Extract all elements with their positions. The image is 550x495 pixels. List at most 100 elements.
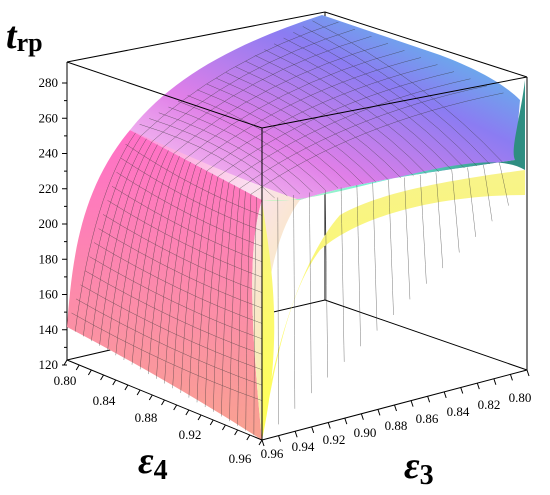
x-tick-mark xyxy=(209,419,214,426)
mesh-line xyxy=(435,172,444,269)
y-tick-mark xyxy=(427,396,431,403)
y-axis-title: ε3 xyxy=(404,445,434,491)
mesh-line xyxy=(99,141,153,346)
mesh-line xyxy=(283,37,465,169)
y-axis-title-sub: 3 xyxy=(420,460,434,491)
mesh-line xyxy=(111,186,263,262)
mesh-line xyxy=(125,143,263,216)
x-tick-label: 0.84 xyxy=(93,393,116,408)
x-axis-title: ε4 xyxy=(138,440,168,486)
mesh-line xyxy=(239,85,488,189)
z-axis-title-main: t xyxy=(6,15,18,57)
z-axis-title-sub: rp xyxy=(17,28,43,57)
surface-left-face xyxy=(67,130,262,440)
mesh-line xyxy=(264,49,440,173)
z-tick-label: 220 xyxy=(39,181,59,196)
y-tick-mark xyxy=(294,431,298,438)
y-axis-title-main: ε xyxy=(404,445,420,487)
mesh-line xyxy=(102,214,263,293)
mesh-line xyxy=(164,164,197,384)
x-tick-mark xyxy=(246,434,251,441)
box-edge xyxy=(324,299,528,371)
mesh-line xyxy=(221,185,235,417)
x-tick-mark xyxy=(112,379,117,386)
mesh-line xyxy=(187,95,339,189)
mesh-line xyxy=(115,147,164,356)
y-tick-mark xyxy=(443,391,447,399)
mesh-line xyxy=(293,32,478,167)
mesh-line xyxy=(140,21,339,137)
z-tick-label: 280 xyxy=(39,75,59,90)
y-tick-mark xyxy=(377,409,381,416)
surface-under-face xyxy=(262,170,525,440)
y-tick-mark xyxy=(460,387,464,394)
y-tick-mark xyxy=(327,422,331,429)
mesh-line xyxy=(107,144,158,351)
mesh-line xyxy=(273,43,452,171)
mesh-line xyxy=(467,167,476,237)
mesh-line xyxy=(253,197,257,436)
x-tick-mark xyxy=(63,359,68,366)
x-tick-label: 0.80 xyxy=(54,373,77,388)
mesh-line xyxy=(388,179,394,316)
mesh-line xyxy=(158,112,301,195)
z-tick-label: 260 xyxy=(39,110,59,125)
mesh-line xyxy=(325,189,328,378)
z-tick-label: 140 xyxy=(39,322,59,337)
mesh-line xyxy=(120,157,263,232)
mesh-line xyxy=(340,187,345,362)
mesh-line xyxy=(162,36,372,148)
x-axis-ticks: 0.80 0.84 0.88 0.92 0.96 xyxy=(54,359,263,466)
y-tick-label: 0.80 xyxy=(509,390,532,405)
y-tick-label: 0.96 xyxy=(261,446,284,461)
mesh-line xyxy=(149,118,288,197)
mesh-line xyxy=(235,66,402,179)
mesh-line xyxy=(250,92,504,195)
mesh-line xyxy=(89,256,263,340)
x-tick-mark xyxy=(173,404,178,411)
x-tick-mark xyxy=(161,399,165,406)
mesh-line xyxy=(372,182,378,331)
z-axis-title: trp xyxy=(6,15,43,57)
x-tick-label: 0.92 xyxy=(179,427,202,442)
x-axis-title-sub: 4 xyxy=(154,455,168,486)
y-tick-label: 0.84 xyxy=(447,404,470,419)
mesh-line xyxy=(173,43,389,154)
mesh-line xyxy=(245,194,252,431)
mesh-line xyxy=(312,20,503,163)
mesh-line xyxy=(293,194,296,409)
x-tick-mark xyxy=(136,389,141,396)
mesh-line xyxy=(188,173,213,398)
mesh-line xyxy=(498,162,509,206)
mesh-line xyxy=(356,184,361,347)
mesh-line xyxy=(451,169,460,253)
y-tick-label: 0.92 xyxy=(323,432,346,447)
x-tick-mark xyxy=(87,369,92,376)
y-tick-mark xyxy=(476,382,480,390)
x-tick-mark xyxy=(258,439,263,446)
x-tick-mark xyxy=(222,424,226,431)
mesh-line xyxy=(75,298,263,386)
y-tick-label: 0.90 xyxy=(354,425,377,440)
x-tick-mark xyxy=(234,429,239,436)
mesh-line xyxy=(237,191,246,426)
y-tick-label: 0.94 xyxy=(292,439,315,454)
mesh-line xyxy=(197,89,351,187)
mesh-line xyxy=(180,170,208,393)
x-tick-mark xyxy=(124,384,129,391)
x-tick-label: 0.96 xyxy=(229,451,252,466)
y-tick-mark xyxy=(526,369,530,377)
z-tick-label: 160 xyxy=(39,287,59,302)
x-tick-label: 0.88 xyxy=(135,410,158,425)
y-tick-label: 0.82 xyxy=(478,397,501,412)
y-tick-mark xyxy=(493,378,497,385)
y-tick-mark xyxy=(360,413,364,420)
mesh-line xyxy=(206,64,438,172)
mesh-line xyxy=(91,138,147,342)
mesh-line xyxy=(483,164,493,222)
y-tick-mark xyxy=(410,400,414,407)
x-tick-mark xyxy=(197,414,202,421)
x-tick-mark xyxy=(148,394,153,401)
mesh-line xyxy=(404,177,411,300)
